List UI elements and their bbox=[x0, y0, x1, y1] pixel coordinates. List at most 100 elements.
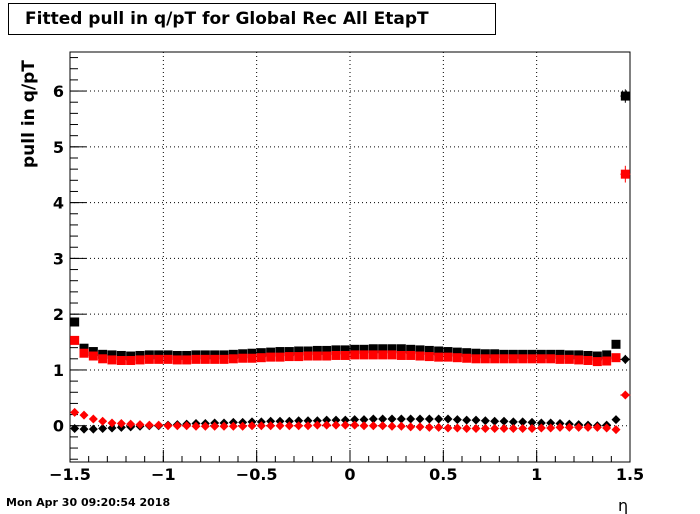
square-marker bbox=[574, 350, 584, 360]
diamond-marker bbox=[406, 414, 416, 424]
x-tick-label: 0 bbox=[344, 465, 355, 484]
diamond-marker bbox=[592, 422, 602, 432]
diamond-marker bbox=[107, 418, 117, 428]
grid-lines bbox=[70, 52, 630, 462]
diamond-marker bbox=[471, 415, 481, 425]
square-marker bbox=[247, 348, 257, 358]
square-marker bbox=[135, 355, 145, 365]
diamond-marker bbox=[368, 414, 378, 424]
square-marker bbox=[247, 353, 257, 363]
diamond-marker bbox=[70, 424, 80, 434]
x-tick-label: 1 bbox=[531, 465, 542, 484]
diamond-marker bbox=[303, 416, 313, 426]
diamond-marker bbox=[611, 415, 621, 425]
square-marker bbox=[555, 349, 565, 359]
square-marker bbox=[210, 354, 220, 364]
diamond-marker bbox=[88, 414, 98, 424]
diamond-marker bbox=[98, 424, 108, 434]
square-marker bbox=[116, 355, 126, 365]
square-marker bbox=[340, 345, 350, 355]
diamond-marker bbox=[518, 424, 528, 434]
diamond-marker bbox=[546, 423, 556, 433]
diamond-marker bbox=[359, 415, 369, 425]
square-marker bbox=[322, 345, 332, 355]
square-marker bbox=[462, 348, 472, 358]
diamond-marker bbox=[443, 414, 453, 424]
square-marker bbox=[592, 351, 602, 361]
diamond-marker bbox=[536, 423, 546, 433]
square-marker bbox=[406, 344, 416, 354]
diamond-marker bbox=[266, 421, 276, 431]
square-marker bbox=[266, 352, 276, 362]
square-marker bbox=[406, 350, 416, 360]
square-marker bbox=[424, 352, 434, 362]
square-marker bbox=[536, 354, 546, 364]
diamond-marker bbox=[462, 424, 472, 434]
diamond-marker bbox=[163, 421, 173, 431]
diamond-marker bbox=[508, 417, 518, 427]
diamond-marker bbox=[378, 421, 388, 431]
axis-ticks bbox=[69, 57, 631, 462]
timestamp-footer: Mon Apr 30 09:20:54 2018 bbox=[6, 496, 171, 509]
diamond-marker bbox=[294, 421, 304, 431]
square-marker bbox=[312, 351, 322, 361]
diamond-marker bbox=[462, 415, 472, 425]
diamond-marker bbox=[527, 417, 537, 427]
diamond-marker bbox=[303, 421, 313, 431]
square-marker bbox=[415, 345, 425, 355]
diamond-marker bbox=[415, 414, 425, 424]
y-tick-label: 6 bbox=[53, 82, 64, 101]
square-marker bbox=[228, 354, 238, 364]
diamond-marker bbox=[443, 423, 453, 433]
square-marker bbox=[480, 349, 490, 359]
square-marker bbox=[191, 354, 201, 364]
diamond-marker bbox=[359, 421, 369, 431]
diamond-marker bbox=[396, 421, 406, 431]
diamond-marker bbox=[434, 414, 444, 424]
square-marker bbox=[294, 346, 304, 356]
diamond-marker bbox=[480, 416, 490, 426]
square-marker bbox=[592, 357, 602, 367]
square-marker bbox=[611, 339, 621, 349]
square-marker bbox=[415, 351, 425, 361]
square-marker bbox=[284, 352, 294, 362]
square-marker bbox=[340, 350, 350, 360]
diamond-marker bbox=[378, 414, 388, 424]
diamond-marker bbox=[182, 421, 192, 431]
y-tick-label: 4 bbox=[53, 194, 64, 213]
x-tick-label: −0.5 bbox=[236, 465, 278, 484]
square-marker bbox=[79, 348, 89, 358]
diamond-marker bbox=[508, 424, 518, 434]
diamond-marker bbox=[312, 420, 322, 430]
square-marker bbox=[275, 347, 285, 357]
diamond-marker bbox=[107, 423, 117, 433]
square-marker bbox=[452, 347, 462, 357]
square-marker bbox=[219, 354, 229, 364]
diamond-marker bbox=[247, 421, 257, 431]
square-marker bbox=[583, 355, 593, 365]
square-marker bbox=[284, 347, 294, 357]
diamond-marker bbox=[331, 415, 341, 425]
square-marker bbox=[368, 344, 378, 354]
square-marker bbox=[88, 351, 98, 361]
x-axis-title: η bbox=[618, 496, 628, 514]
square-marker bbox=[574, 355, 584, 365]
diamond-marker bbox=[340, 415, 350, 425]
y-axis-title: pull in q/pT bbox=[19, 60, 39, 168]
square-marker bbox=[378, 344, 388, 354]
square-marker bbox=[200, 354, 210, 364]
square-marker bbox=[602, 350, 612, 360]
square-marker bbox=[611, 353, 621, 363]
square-marker bbox=[518, 354, 528, 364]
diamond-marker bbox=[424, 422, 434, 432]
x-tick-label: 1.5 bbox=[616, 465, 644, 484]
square-marker bbox=[303, 346, 313, 356]
square-marker bbox=[238, 353, 248, 363]
square-marker bbox=[387, 350, 397, 360]
diamond-marker bbox=[275, 421, 285, 431]
square-marker bbox=[256, 353, 266, 363]
diamond-marker bbox=[98, 416, 108, 426]
square-marker bbox=[471, 348, 481, 358]
square-marker bbox=[116, 350, 126, 360]
data-points bbox=[70, 89, 631, 435]
